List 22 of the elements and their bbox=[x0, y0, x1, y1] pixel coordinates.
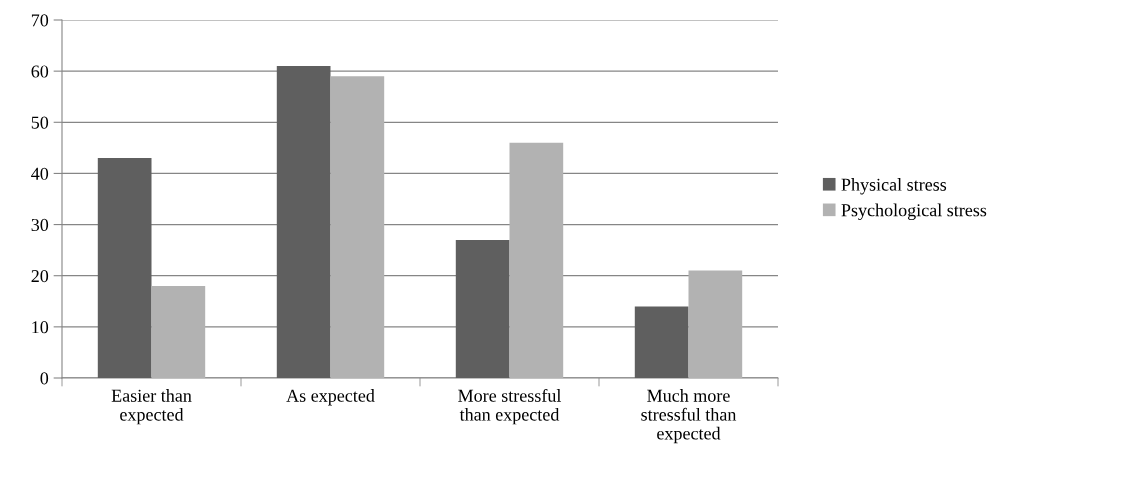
bar bbox=[276, 66, 331, 378]
bar bbox=[455, 239, 510, 378]
y-tick-label: 60 bbox=[31, 65, 49, 78]
y-tick-label: 0 bbox=[40, 372, 49, 385]
y-tick-label: 40 bbox=[31, 167, 49, 180]
bar bbox=[634, 306, 689, 378]
y-tick-label: 20 bbox=[31, 269, 49, 283]
bar bbox=[330, 76, 385, 378]
x-tick-label: Easier than expected bbox=[111, 389, 192, 425]
y-tick-label: 10 bbox=[32, 321, 49, 334]
x-tick-label: More stressful than expected bbox=[458, 388, 562, 425]
bar bbox=[151, 285, 206, 378]
x-tick-label: As expected bbox=[286, 389, 375, 406]
y-tick-label: 30 bbox=[31, 218, 49, 232]
bar bbox=[688, 270, 743, 378]
y-tick-label: 70 bbox=[31, 14, 49, 27]
x-tick-label: Much more stressful than expected bbox=[641, 389, 737, 444]
y-tick-label: 50 bbox=[31, 116, 49, 129]
legend-label: Psychological stress bbox=[841, 203, 987, 221]
bar bbox=[97, 158, 152, 378]
bar bbox=[509, 142, 564, 378]
legend-label: Physical stress bbox=[841, 178, 947, 195]
